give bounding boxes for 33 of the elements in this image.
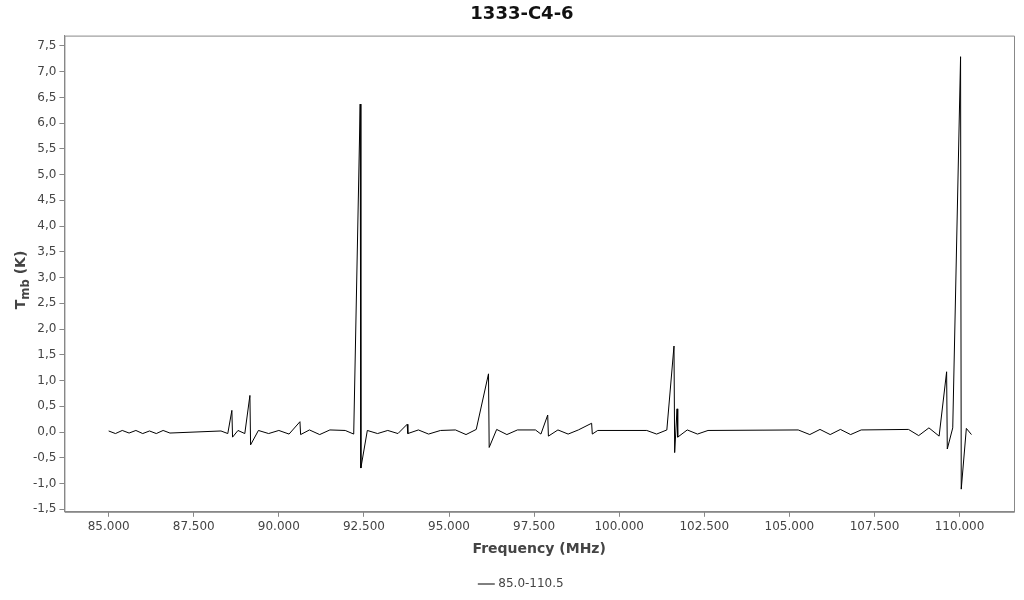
x-tick-label: 95.000 [428,519,471,534]
x-tick-label: 85.000 [87,519,130,534]
x-tick-label: 107.500 [849,519,900,534]
y-tick-label: 6,0 [37,115,57,130]
y-tick-label: -1,5 [32,501,57,516]
y-tick-label: 3,5 [37,243,57,258]
y-tick-label: 3,0 [37,269,57,284]
y-tick-label: 4,0 [37,218,57,233]
legend-label: 85.0-110.5 [498,576,564,591]
x-tick-label: 105.000 [764,519,815,534]
y-tick-label: 0,5 [37,398,57,413]
y-tick-label: 2,5 [37,295,57,310]
x-tick-label: 87.500 [172,519,215,534]
y-tick-label: -1,0 [32,475,57,490]
x-tick-label: 102.500 [679,519,730,534]
y-tick-label: 1,0 [37,372,57,387]
chart-title: 1333-C4-6 [470,2,574,24]
y-tick-label: 7,5 [37,38,57,53]
y-tick-label: 0,0 [37,424,57,439]
y-tick-label: 5,0 [37,166,57,181]
x-tick-label: 97.500 [513,519,556,534]
y-tick-label: 6,5 [37,89,57,104]
x-tick-label: 90.000 [257,519,300,534]
x-tick-label: 100.000 [594,519,644,534]
x-tick-label: 110.000 [934,519,985,534]
y-tick-label: 4,5 [37,192,57,207]
y-tick-label: -0,5 [32,449,57,464]
y-tick-label: 2,0 [37,321,57,336]
y-tick-label: 7,0 [37,63,57,78]
y-tick-label: 5,5 [37,140,57,155]
x-axis-title: Frequency (MHz) [472,540,606,557]
y-tick-label: 1,5 [37,346,57,361]
x-tick-label: 92.500 [342,519,385,534]
